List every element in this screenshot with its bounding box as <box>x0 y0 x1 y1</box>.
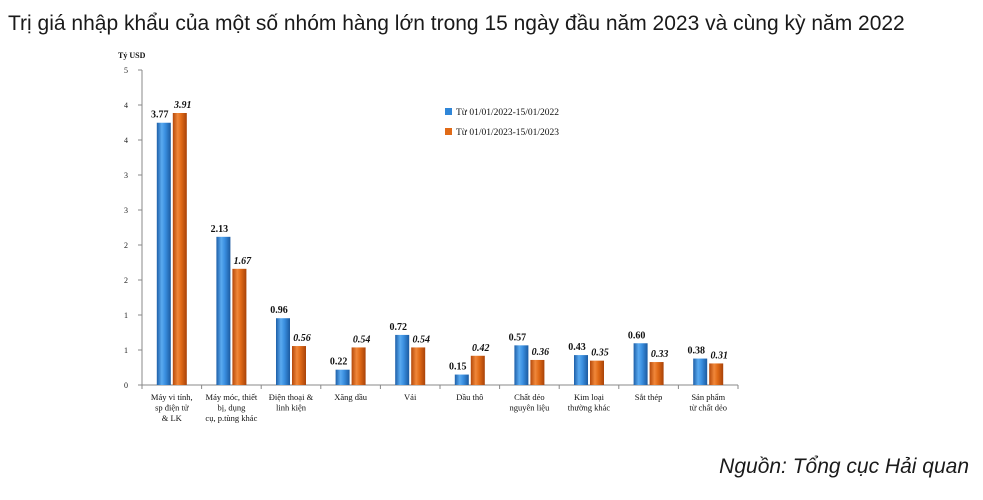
chart-axes: Tỷ USD 0 1 1 2 2 3 3 4 4 5 Máy vi tính, sp điện tử & … <box>118 51 739 423</box>
y-tick-label: 4 <box>124 101 128 110</box>
bar-series2 <box>292 346 306 385</box>
y-tick-label: 1 <box>124 311 128 320</box>
data-label: 0.42 <box>472 343 490 354</box>
legend-swatch <box>445 108 452 115</box>
data-label: 0.54 <box>412 334 430 345</box>
category-label: Kim loại thường khác <box>568 392 611 413</box>
category-label: Dầu thô <box>456 392 483 402</box>
data-label: 0.43 <box>568 342 586 353</box>
category-label: Chất dẻo nguyên liệu <box>509 392 550 413</box>
bar-series2 <box>649 362 664 385</box>
bar-series1 <box>395 334 410 385</box>
category-label: Sắt thép <box>635 392 663 402</box>
y-tick-label: 3 <box>124 171 128 180</box>
bar-series1 <box>216 236 231 385</box>
y-axis-label: Tỷ USD <box>118 51 146 60</box>
chart-legend: Từ 01/01/2022-15/01/2022 Từ 01/01/2023-15… <box>445 108 559 138</box>
data-label: 0.57 <box>509 332 527 343</box>
data-label: 0.33 <box>651 349 669 360</box>
data-label: 1.67 <box>234 256 253 267</box>
bar-series2 <box>232 268 247 385</box>
bar-series1 <box>574 355 588 385</box>
bar-series2 <box>709 363 724 385</box>
data-label: 2.13 <box>211 224 229 235</box>
category-label: Máy vi tính, sp điện tử & LK <box>151 392 193 423</box>
legend-swatch <box>445 128 452 135</box>
category-label: Máy móc, thiết bị, dụng cụ, p.tùng khác <box>205 392 257 423</box>
data-label: 0.56 <box>293 333 311 344</box>
data-label: 0.15 <box>449 362 467 373</box>
category-label: Sản phẩm từ chất dẻo <box>689 392 727 413</box>
data-label: 3.91 <box>173 100 192 111</box>
bar-series1 <box>156 122 171 385</box>
y-tick-label: 2 <box>124 241 128 250</box>
bar-series1 <box>693 358 708 385</box>
category-label: Điện thoại & linh kiện <box>269 392 314 413</box>
bar-series1 <box>454 374 469 385</box>
data-label: 0.35 <box>591 348 609 359</box>
bar-series2 <box>590 360 604 385</box>
category-label: Vải <box>404 392 417 402</box>
bar-series2 <box>530 359 545 385</box>
data-label: 0.31 <box>710 350 728 361</box>
y-tick-label: 5 <box>124 66 128 75</box>
data-label: 0.22 <box>330 357 348 368</box>
data-label: 3.77 <box>151 110 169 121</box>
data-label: 0.72 <box>389 322 407 333</box>
data-label: 0.60 <box>628 330 646 341</box>
y-tick-label: 1 <box>124 346 128 355</box>
category-label: Xăng dầu <box>334 392 368 402</box>
chart-title: Trị giá nhập khẩu của một số nhóm hàng l… <box>8 12 905 35</box>
bar-series1 <box>514 345 529 385</box>
bar-series2 <box>411 347 426 385</box>
y-tick-label: 4 <box>124 136 128 145</box>
bar-series2 <box>351 347 366 385</box>
legend-label: Từ 01/01/2023-15/01/2023 <box>456 128 559 138</box>
bar-series1 <box>633 343 648 385</box>
bar-series1 <box>335 369 350 385</box>
bar-series2 <box>470 355 485 385</box>
data-label: 0.54 <box>353 334 371 345</box>
data-label: 0.38 <box>687 346 705 357</box>
y-tick-label: 3 <box>124 206 128 215</box>
y-tick-label: 2 <box>124 276 128 285</box>
data-label: 0.36 <box>532 347 550 358</box>
source-note: Nguồn: Tổng cục Hải quan <box>719 455 969 478</box>
bar-series1 <box>276 318 290 385</box>
bar-series2 <box>172 113 187 385</box>
chart-bars: 3.77 2.13 0.96 0.22 0.72 0.15 0.57 0.43 0.60 0.38… <box>151 100 728 385</box>
y-tick-label: 0 <box>124 381 128 390</box>
legend-label: Từ 01/01/2022-15/01/2022 <box>456 108 559 118</box>
data-label: 0.96 <box>270 305 288 316</box>
